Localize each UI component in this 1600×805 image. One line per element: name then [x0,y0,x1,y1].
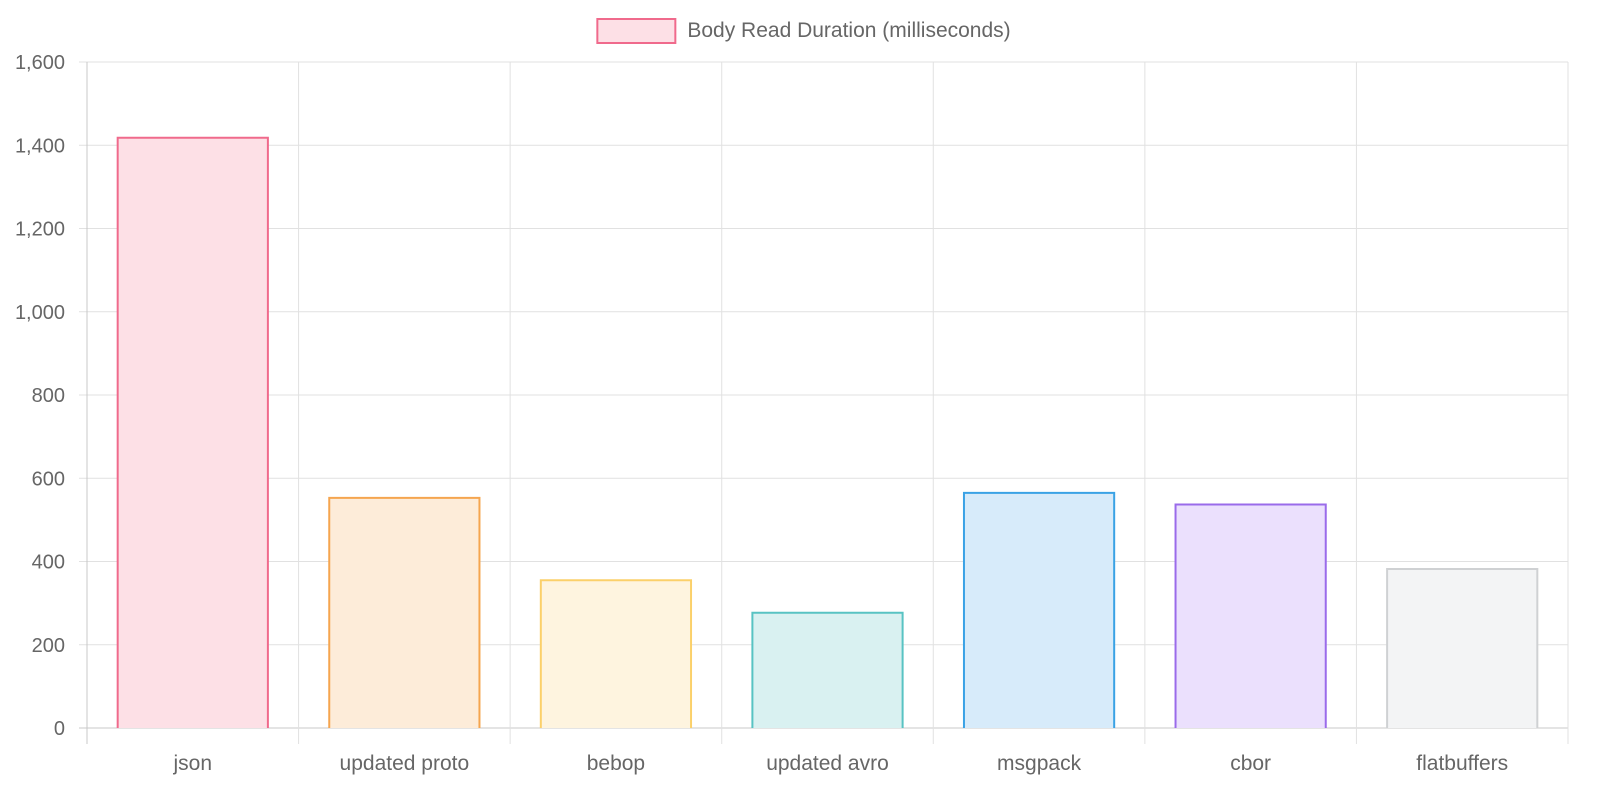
y-tick-label: 1,000 [15,302,65,324]
bar-json[interactable] [117,137,268,728]
bar-flatbuffers[interactable] [1387,568,1538,728]
bar-updated-proto[interactable] [329,497,480,728]
bar-border [328,496,481,728]
x-tick-label: cbor [1230,752,1271,775]
legend-swatch[interactable] [596,18,677,44]
bar-updated-avro[interactable] [752,612,903,728]
x-tick-label: updated avro [766,752,889,775]
bar-border [539,579,693,728]
y-tick-label: 400 [32,552,65,574]
bar-cbor[interactable] [1175,504,1326,728]
x-tick-label: json [173,752,213,775]
bar-msgpack[interactable] [963,492,1115,728]
y-tick-label: 200 [32,635,65,657]
bar-border [116,136,269,728]
x-tick-label: msgpack [997,752,1082,775]
bars-layer [116,136,1539,728]
y-tick-label: 1,200 [15,219,65,241]
y-tick-label: 600 [32,468,65,490]
bar-border [751,611,904,728]
bar-border [1174,503,1327,728]
y-tick-label: 1,600 [15,52,65,74]
x-tick-label: updated proto [340,752,470,775]
bar-bebop[interactable] [540,580,692,728]
x-tick-label: flatbuffers [1416,752,1508,775]
legend[interactable]: Body Read Duration (milliseconds) [596,18,1011,44]
x-tick-label: bebop [587,752,645,775]
y-tick-label: 1,400 [15,135,65,157]
bar-border [962,491,1116,728]
y-tick-label: 0 [54,718,65,740]
legend-label[interactable]: Body Read Duration (milliseconds) [687,19,1010,42]
y-tick-label: 800 [32,385,65,407]
axis-layer: 0 200 400 600 800 1,000 1,200 1,400 1,600 json upd… [15,52,1508,775]
grid-layer [79,61,1569,744]
bar-border [1386,567,1539,728]
